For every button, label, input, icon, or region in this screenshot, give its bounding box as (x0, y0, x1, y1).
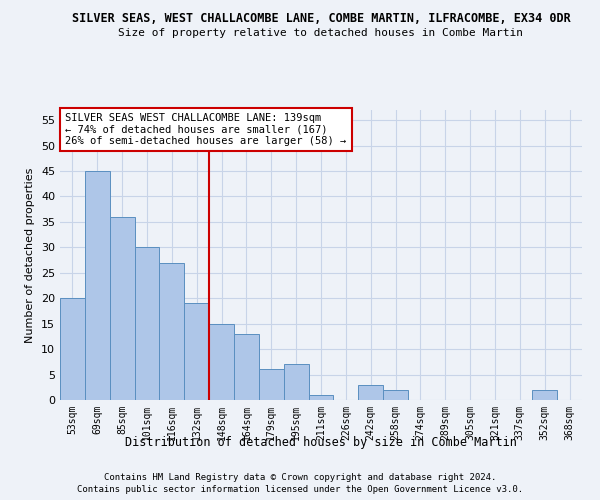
Bar (209, 324, 234, 400)
Bar (284, 364, 308, 400)
Bar (60, 298, 85, 400)
Bar (160, 262, 184, 400)
Bar (134, 248, 160, 400)
Y-axis label: Number of detached properties: Number of detached properties (25, 168, 35, 342)
Bar (184, 304, 209, 400)
Bar (234, 334, 259, 400)
Bar (85, 171, 110, 400)
Text: Size of property relative to detached houses in Combe Martin: Size of property relative to detached ho… (119, 28, 523, 38)
Bar (532, 390, 557, 400)
Bar (110, 217, 134, 400)
Text: Contains public sector information licensed under the Open Government Licence v3: Contains public sector information licen… (77, 486, 523, 494)
Text: SILVER SEAS WEST CHALLACOMBE LANE: 139sqm
← 74% of detached houses are smaller (: SILVER SEAS WEST CHALLACOMBE LANE: 139sq… (65, 113, 346, 146)
Bar (259, 370, 284, 400)
Text: Distribution of detached houses by size in Combe Martin: Distribution of detached houses by size … (125, 436, 517, 449)
Bar (383, 390, 408, 400)
Text: SILVER SEAS, WEST CHALLACOMBE LANE, COMBE MARTIN, ILFRACOMBE, EX34 0DR: SILVER SEAS, WEST CHALLACOMBE LANE, COMB… (71, 12, 571, 26)
Bar (308, 395, 334, 400)
Bar (358, 384, 383, 400)
Text: Contains HM Land Registry data © Crown copyright and database right 2024.: Contains HM Land Registry data © Crown c… (104, 473, 496, 482)
